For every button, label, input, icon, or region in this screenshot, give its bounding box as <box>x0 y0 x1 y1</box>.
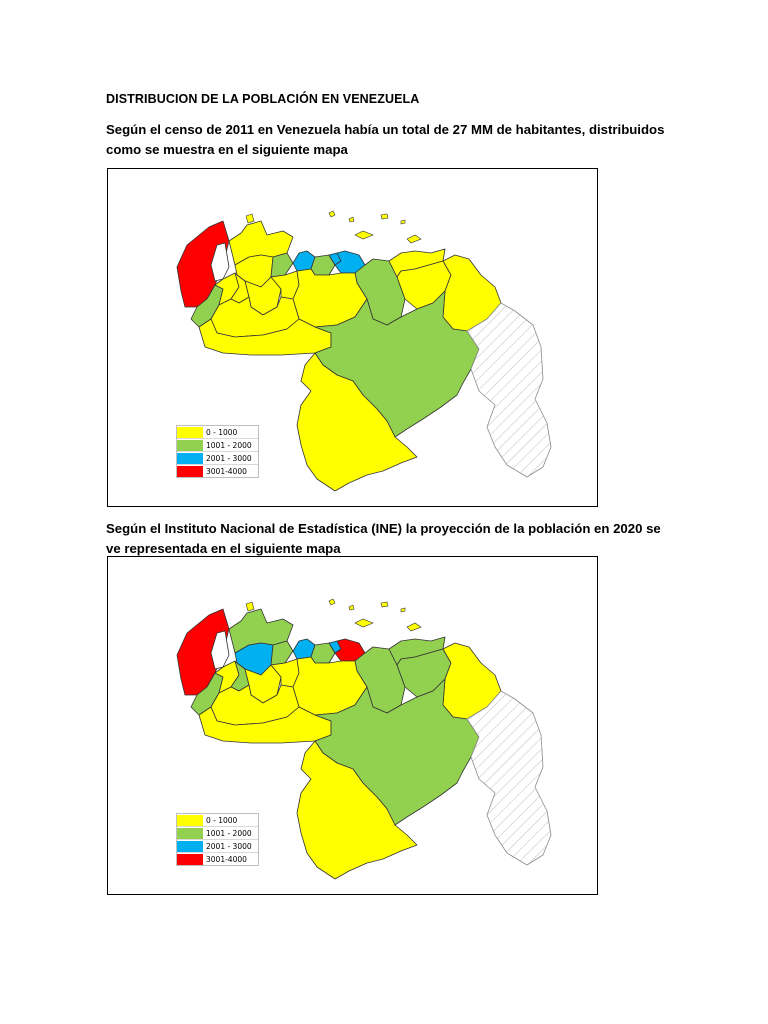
legend-swatch <box>177 452 203 464</box>
island <box>354 230 374 240</box>
island <box>328 598 336 606</box>
legend-label: 0 - 1000 <box>206 427 238 437</box>
region-amazonas <box>296 740 418 880</box>
map-2011-frame: 0 - 1000 1001 - 2000 2001 - 3000 3001-4000 <box>107 168 598 507</box>
map-2011 <box>176 210 552 492</box>
island <box>400 607 406 613</box>
region-essequibo <box>466 690 552 866</box>
legend-entry: 3001-4000 <box>177 465 258 477</box>
census-paragraph: Según el censo de 2011 en Venezuela habí… <box>106 122 665 157</box>
region-yaracuy <box>270 640 294 666</box>
legend-swatch <box>177 840 203 852</box>
legend-swatch <box>177 465 203 477</box>
legend-label: 3001-4000 <box>206 466 247 476</box>
map-2011-legend: 0 - 1000 1001 - 2000 2001 - 3000 3001-4000 <box>176 425 259 478</box>
legend-entry: 2001 - 3000 <box>177 840 258 853</box>
island <box>406 234 422 244</box>
region-essequibo <box>466 302 552 478</box>
island <box>245 601 255 612</box>
island <box>354 618 374 628</box>
legend-entry: 0 - 1000 <box>177 814 258 827</box>
legend-swatch <box>177 827 203 839</box>
legend-entry: 1001 - 2000 <box>177 827 258 840</box>
island <box>348 604 355 611</box>
legend-label: 0 - 1000 <box>206 815 238 825</box>
legend-label: 1001 - 2000 <box>206 828 252 838</box>
legend-entry: 0 - 1000 <box>177 426 258 439</box>
legend-label: 2001 - 3000 <box>206 453 252 463</box>
island <box>380 213 389 220</box>
legend-label: 3001-4000 <box>206 854 247 864</box>
map-2020-frame: 0 - 1000 1001 - 2000 2001 - 3000 3001-4000 <box>107 556 598 895</box>
region-yaracuy <box>270 252 294 278</box>
legend-swatch <box>177 439 203 451</box>
island <box>406 622 422 632</box>
legend-label: 2001 - 3000 <box>206 841 252 851</box>
map-2020-legend: 0 - 1000 1001 - 2000 2001 - 3000 3001-4000 <box>176 813 259 866</box>
legend-swatch <box>177 853 203 865</box>
projection-paragraph: Según el Instituto Nacional de Estadísti… <box>106 521 661 556</box>
region-amazonas <box>296 352 418 492</box>
island <box>380 601 389 608</box>
legend-label: 1001 - 2000 <box>206 440 252 450</box>
legend-entry: 1001 - 2000 <box>177 439 258 452</box>
document-heading: DISTRIBUCION DE LA POBLACIÓN EN VENEZUEL… <box>106 92 420 106</box>
island <box>348 216 355 223</box>
legend-entry: 3001-4000 <box>177 853 258 865</box>
island <box>245 213 255 224</box>
legend-swatch <box>177 426 203 438</box>
map-2020 <box>176 598 552 880</box>
legend-swatch <box>177 814 203 826</box>
legend-entry: 2001 - 3000 <box>177 452 258 465</box>
island <box>328 210 336 218</box>
island <box>400 219 406 225</box>
